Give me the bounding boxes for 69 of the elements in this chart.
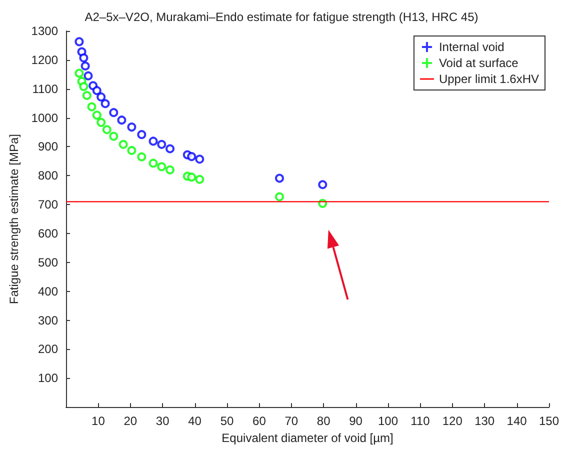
- y-tick-label: 1300: [31, 24, 58, 38]
- x-tick-label: 140: [506, 414, 528, 428]
- point: [195, 154, 204, 164]
- point: [274, 174, 284, 183]
- point: [166, 144, 175, 154]
- point: [87, 102, 96, 112]
- point: [187, 172, 196, 182]
- y-tick-label: 900: [38, 140, 58, 154]
- point: [82, 91, 92, 100]
- point: [148, 158, 158, 168]
- y-tick-label: 400: [38, 284, 58, 298]
- point: [117, 116, 126, 125]
- x-tick-label: 10: [92, 414, 106, 428]
- y-tick-label: 1200: [31, 52, 58, 67]
- y-tick-label: 100: [38, 371, 58, 386]
- point: [137, 152, 146, 162]
- y-tick-label: 1000: [31, 110, 58, 125]
- point: [166, 165, 175, 174]
- point: [79, 53, 88, 62]
- point: [96, 92, 106, 102]
- point: [84, 71, 93, 80]
- x-tick-label: 80: [316, 414, 331, 428]
- point: [79, 82, 88, 92]
- point: [74, 37, 84, 46]
- x-tick-label: 60: [252, 414, 266, 428]
- point: [274, 192, 284, 202]
- x-tick-label: 50: [220, 414, 234, 428]
- chart-title: A2–5x–V2O, Murakami–Endo estimate for fatigue strength (H13, HRC 45): [84, 10, 478, 24]
- point: [157, 140, 166, 149]
- x-tick-label: 110: [410, 414, 430, 428]
- x-tick-label: 20: [124, 414, 138, 428]
- y-tick-label: 300: [38, 313, 58, 328]
- y-axis-title: Fatigue strength estimate [MPa]: [7, 134, 21, 304]
- point: [157, 162, 166, 172]
- point: [80, 62, 90, 71]
- point: [102, 125, 112, 134]
- x-tick-label: 40: [188, 414, 202, 428]
- legend-label: Upper limit 1.6xHV: [438, 72, 539, 86]
- y-tick-label: 700: [38, 198, 58, 212]
- x-tick-label: 130: [474, 414, 495, 428]
- point: [137, 130, 146, 140]
- x-tick-label: 100: [378, 414, 398, 428]
- x-tick-label: 30: [156, 414, 170, 428]
- y-tick-label: 200: [38, 342, 58, 356]
- point: [96, 118, 106, 127]
- point: [195, 174, 204, 184]
- y-tick-label: 1100: [32, 82, 58, 96]
- point: [187, 152, 196, 162]
- point: [109, 108, 118, 118]
- legend-label: Void at surface: [438, 56, 519, 70]
- x-tick-label: 120: [442, 414, 463, 428]
- point: [92, 86, 102, 96]
- point: [109, 132, 118, 141]
- y-tick-label: 500: [38, 255, 58, 270]
- legend-label: Internal void: [438, 40, 504, 54]
- point: [148, 136, 158, 146]
- x-axis-title: Equivalent diameter of void [µm]: [222, 431, 394, 445]
- x-tick-label: 90: [349, 414, 363, 428]
- point: [74, 68, 84, 78]
- x-tick-label: 150: [538, 414, 560, 428]
- x-tick-label: 70: [284, 414, 298, 428]
- point: [118, 140, 128, 149]
- point: [127, 146, 136, 155]
- point: [318, 180, 328, 190]
- y-tick-label: 800: [38, 168, 58, 183]
- point: [92, 110, 102, 120]
- point: [127, 122, 136, 132]
- point: [100, 99, 110, 108]
- y-tick-label: 600: [38, 226, 58, 241]
